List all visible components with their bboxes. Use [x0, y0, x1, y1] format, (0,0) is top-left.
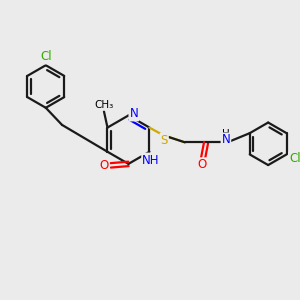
Text: N: N: [129, 107, 138, 121]
Text: H: H: [222, 129, 230, 139]
Text: Cl: Cl: [289, 152, 300, 165]
Text: CH₃: CH₃: [94, 100, 114, 110]
Text: O: O: [100, 159, 109, 172]
Text: N: N: [221, 134, 230, 146]
Text: NH: NH: [142, 154, 160, 166]
Text: S: S: [160, 134, 168, 147]
Text: O: O: [197, 158, 207, 171]
Text: Cl: Cl: [40, 50, 52, 64]
